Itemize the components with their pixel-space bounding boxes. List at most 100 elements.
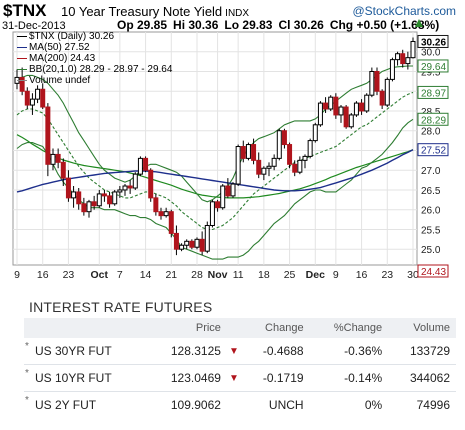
price-flag-label: 28.29 — [421, 115, 446, 126]
legend-bb-label: BB(20,1.0) 28.29 - 28.97 - 29.64 — [29, 64, 173, 75]
candle — [225, 178, 231, 198]
price-flag-box — [417, 112, 449, 126]
candle — [168, 209, 174, 238]
price-flag: 27.52 — [417, 143, 449, 157]
candle-body — [209, 201, 215, 227]
candle-body — [292, 163, 298, 173]
table-row[interactable]: * US 2Y FUT 109.9062 UNCH 0% 74996 — [24, 392, 456, 419]
candle-body — [101, 193, 107, 197]
candle — [148, 168, 154, 202]
candle-body — [395, 53, 401, 61]
bb-lower-line — [16, 118, 414, 260]
candle — [29, 93, 35, 115]
candle — [127, 180, 133, 194]
candle-body — [132, 173, 138, 189]
ma50-line — [16, 134, 414, 199]
candle-body — [50, 153, 56, 165]
candle — [189, 239, 195, 250]
candle-body — [353, 102, 359, 116]
candle — [323, 97, 329, 113]
candle — [328, 95, 334, 111]
candle-body — [359, 102, 365, 112]
future-volume: 344062 — [388, 364, 456, 392]
candle — [60, 158, 66, 187]
future-name[interactable]: * US 30YR FUT — [24, 338, 147, 365]
candle-body — [317, 102, 323, 126]
plot-area — [12, 31, 418, 266]
header-name — [24, 318, 147, 338]
candle — [271, 154, 277, 171]
candle — [55, 148, 61, 169]
candle — [153, 193, 159, 216]
price-flag-box — [417, 85, 449, 99]
candle — [81, 197, 87, 216]
candle-body — [302, 155, 308, 161]
candle-body — [60, 161, 66, 179]
change-value: Chg +0.50 (+1.68%) — [329, 18, 440, 32]
candle-body — [96, 193, 102, 207]
x-tick-label: 23 — [63, 269, 75, 281]
candle-body — [19, 76, 25, 92]
candle — [24, 87, 30, 110]
header-change: Change — [240, 318, 310, 338]
table-row[interactable]: * US 10YR FUT 123.0469 ▼ -0.1719 -0.14% 3… — [24, 364, 456, 392]
future-name[interactable]: * US 10YR FUT — [24, 364, 147, 392]
candle-body — [112, 191, 118, 205]
x-tick-label: 14 — [140, 269, 152, 281]
candle-body — [348, 114, 354, 128]
candle — [410, 37, 416, 59]
future-change: -0.1719 — [240, 364, 310, 392]
future-price: 109.9062 — [170, 398, 221, 412]
long-ma-line — [16, 149, 414, 193]
down-arrow-icon: ▼ — [226, 338, 241, 365]
price-flag-label: 29.64 — [421, 62, 446, 73]
future-name-label[interactable]: US 2Y FUT — [35, 398, 97, 412]
future-name-label[interactable]: US 30YR FUT — [35, 344, 112, 358]
candle — [158, 207, 164, 220]
candle-body — [137, 157, 143, 175]
candle-body — [184, 240, 190, 246]
price-flag-box — [417, 264, 449, 278]
candle-body — [158, 211, 164, 217]
candle-body — [29, 98, 35, 106]
candle — [204, 221, 210, 254]
candle — [194, 237, 200, 250]
close-value: Cl 30.26 — [278, 18, 324, 32]
candle — [276, 128, 282, 161]
candle-body — [163, 211, 169, 217]
candle — [297, 156, 303, 175]
candle-body — [261, 167, 267, 175]
y-tick-label: 30.0 — [421, 48, 441, 59]
futures-title: INTEREST RATE FUTURES — [29, 299, 213, 315]
candle — [184, 239, 190, 250]
future-name-label[interactable]: US 10YR FUT — [35, 371, 112, 385]
candle — [209, 199, 215, 228]
candle — [256, 152, 262, 179]
candle-body — [225, 185, 231, 197]
candle-body — [235, 146, 241, 185]
down-arrow-icon: ▼ — [226, 364, 241, 392]
brand-label[interactable]: @StockCharts.com — [352, 4, 456, 18]
legend-swatch — [17, 46, 27, 48]
candle — [132, 172, 138, 190]
candle-body — [369, 70, 375, 96]
candle — [302, 154, 308, 169]
candle — [19, 67, 25, 96]
x-tick-label: Nov — [208, 269, 228, 281]
x-tick-label: 16 — [356, 269, 368, 281]
legend-volume-label: Volume undef — [29, 75, 91, 86]
candle-body — [230, 183, 236, 197]
candle-body — [107, 195, 113, 205]
instrument-full-name: 10 Year Treasury Note Yield — [61, 4, 223, 19]
x-tick-label: Oct — [91, 269, 109, 281]
candle — [199, 231, 205, 256]
x-tick-label: 11 — [233, 269, 244, 281]
bb-upper-line — [16, 65, 413, 203]
future-name[interactable]: * US 2Y FUT — [24, 392, 146, 419]
y-tick-label: 29.5 — [421, 67, 441, 78]
table-row[interactable]: * US 30YR FUT 128.3125 ▼ -0.4688 -0.36% 1… — [24, 338, 456, 365]
legend-daily: $TNX (Daily) 30.26 — [17, 31, 114, 42]
bb-middle-line — [16, 91, 414, 231]
future-price: 128.3125 — [146, 338, 227, 365]
candle-body — [117, 189, 123, 193]
